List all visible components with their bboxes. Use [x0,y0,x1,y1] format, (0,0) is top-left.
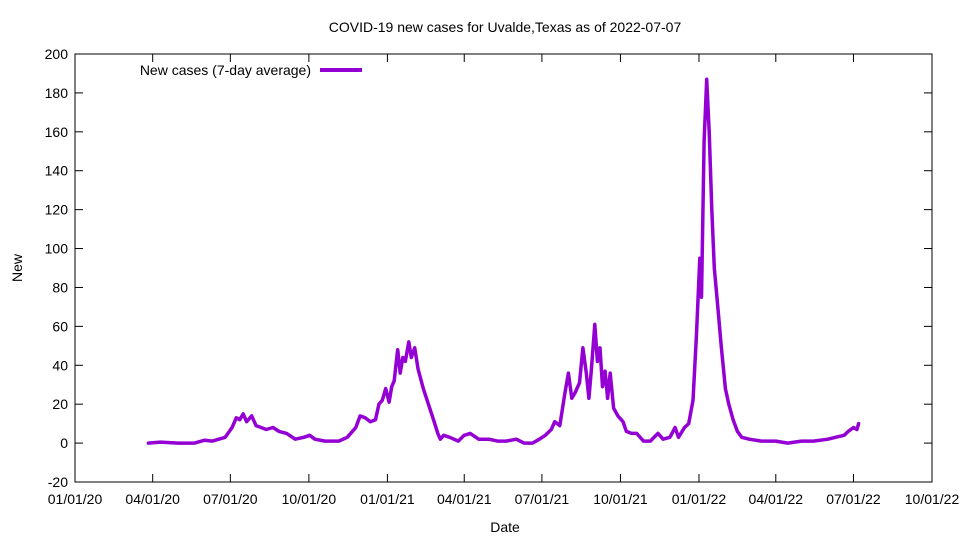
y-tick-label: 20 [52,396,68,412]
legend: New cases (7-day average) [140,62,362,78]
x-tick-label: 07/01/22 [826,491,881,507]
y-tick-label: 140 [45,163,69,179]
x-tick-label: 01/01/22 [672,491,727,507]
x-tick-label: 01/01/20 [48,491,103,507]
chart-title: COVID-19 new cases for Uvalde,Texas as o… [329,19,682,35]
y-tick-label: 100 [45,241,69,257]
y-tick-label: 40 [52,357,68,373]
y-axis-label: New [9,253,25,282]
y-tick-label: 160 [45,124,69,140]
legend-label: New cases (7-day average) [140,62,311,78]
y-tick-label: 80 [52,279,68,295]
y-tick-label: 180 [45,85,69,101]
series-layer [146,77,861,445]
x-tick-label: 10/01/22 [905,491,960,507]
y-tick-label: 200 [45,46,69,62]
x-tick-label: 10/01/21 [593,491,648,507]
x-axis-label: Date [490,519,520,535]
x-tick-label: 01/01/21 [360,491,415,507]
x-tick-label: 04/01/21 [437,491,492,507]
x-tick-label: 07/01/21 [515,491,570,507]
plot-frame [74,53,933,483]
series-line [146,77,861,445]
x-tick-label: 04/01/22 [749,491,804,507]
y-tick-label: 120 [45,202,69,218]
y-axis: -20 0 20 40 60 80 100 120 140 160 180 200 [45,46,932,490]
x-axis: 01/01/20 04/01/20 07/01/20 10/01/20 01/01/21… [48,54,960,507]
x-tick-label: 07/01/20 [203,491,258,507]
x-tick-label: 10/01/20 [282,491,337,507]
y-tick-label: 0 [60,435,68,451]
x-tick-label: 04/01/20 [125,491,180,507]
y-tick-label: 60 [52,318,68,334]
y-tick-label: -20 [48,474,68,490]
